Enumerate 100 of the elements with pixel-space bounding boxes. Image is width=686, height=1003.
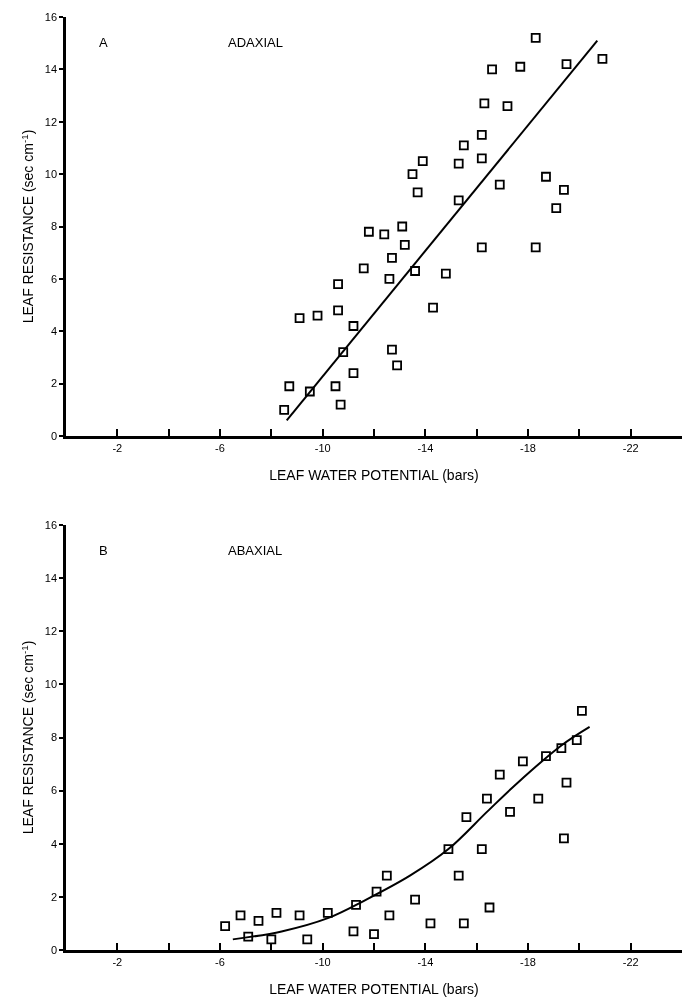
point <box>358 263 369 274</box>
point <box>338 347 349 358</box>
point <box>379 229 390 240</box>
point <box>384 910 395 921</box>
point <box>428 302 438 313</box>
point <box>484 902 495 913</box>
y-tick-label: 0 <box>50 429 58 442</box>
annotation: ABAXIAL <box>228 543 283 558</box>
point <box>387 253 397 263</box>
point <box>333 305 343 316</box>
x-tick-label: -22 <box>622 955 639 968</box>
point <box>443 844 454 854</box>
point <box>494 179 505 190</box>
point <box>333 279 343 290</box>
x-tick-label: -18 <box>520 441 536 454</box>
point <box>279 404 290 415</box>
point <box>399 239 410 250</box>
y-tick-label: 12 <box>44 115 58 128</box>
point <box>371 886 382 897</box>
y-tick-label: 10 <box>44 167 58 180</box>
point <box>494 769 505 780</box>
point <box>541 171 551 182</box>
y-tick-label: 4 <box>50 837 58 850</box>
y-tick-label: 16 <box>44 518 58 531</box>
point <box>541 751 551 761</box>
point <box>559 833 569 844</box>
x-tick-label: -18 <box>520 955 536 968</box>
point <box>220 921 231 931</box>
x-tick-label: -6 <box>215 441 225 454</box>
point <box>461 812 472 823</box>
point <box>458 918 469 929</box>
point <box>348 926 359 937</box>
x-tick-label: -6 <box>215 955 225 968</box>
y-tick-label: 10 <box>44 678 58 691</box>
x-tick-label: -14 <box>417 955 434 968</box>
point <box>348 368 359 379</box>
point <box>312 310 323 321</box>
x-tick-label: -22 <box>622 441 639 454</box>
point <box>577 706 587 716</box>
x-tick-label: -10 <box>314 955 331 968</box>
annotation: B <box>99 543 108 558</box>
y-tick-label: 4 <box>50 325 58 338</box>
point <box>559 184 569 195</box>
point <box>381 870 392 881</box>
y-tick-label: 16 <box>44 10 58 23</box>
y-tick-label: 2 <box>50 377 58 390</box>
point <box>479 98 490 109</box>
point <box>304 386 315 397</box>
point <box>556 743 567 754</box>
x-tick-label: -14 <box>417 441 434 454</box>
point <box>453 870 464 881</box>
point <box>335 399 346 410</box>
point <box>487 64 497 75</box>
point <box>597 54 608 64</box>
point <box>407 169 418 180</box>
x-axis-title: LEAF WATER POTENTIAL (bars) <box>269 467 479 484</box>
point <box>530 33 541 43</box>
point <box>417 156 428 166</box>
point <box>482 793 492 804</box>
point <box>235 910 246 921</box>
point <box>330 381 341 392</box>
point <box>551 203 562 214</box>
y-tick-label: 6 <box>50 272 58 285</box>
point <box>453 158 464 169</box>
point <box>515 61 526 72</box>
point <box>384 273 395 284</box>
point <box>271 907 282 918</box>
x-axis-title: LEAF WATER POTENTIAL (bars) <box>269 981 479 998</box>
point <box>476 153 487 164</box>
point <box>302 934 313 945</box>
y-tick-label: 8 <box>50 731 58 744</box>
point <box>476 242 487 253</box>
annotation: ADAXIAL <box>228 35 283 50</box>
annotation: A <box>99 35 108 50</box>
point <box>561 777 572 788</box>
point <box>387 344 397 355</box>
y-tick-label: 6 <box>50 784 58 797</box>
x-tick-label: -10 <box>314 441 331 454</box>
point <box>505 806 515 817</box>
point <box>476 844 487 854</box>
point <box>517 756 528 767</box>
point <box>476 129 487 140</box>
point <box>294 910 305 921</box>
point <box>348 321 359 331</box>
point <box>425 918 436 929</box>
point <box>266 934 277 945</box>
point <box>453 195 464 206</box>
point <box>530 242 541 253</box>
y-tick-label: 0 <box>50 943 58 956</box>
point <box>440 268 451 279</box>
point <box>397 221 408 232</box>
point <box>369 929 379 939</box>
point <box>571 735 582 746</box>
y-tick-label: 14 <box>44 63 58 76</box>
point <box>322 907 333 918</box>
point <box>412 187 423 198</box>
point <box>502 101 513 111</box>
point <box>392 360 402 371</box>
point <box>458 140 469 151</box>
point <box>253 915 264 926</box>
